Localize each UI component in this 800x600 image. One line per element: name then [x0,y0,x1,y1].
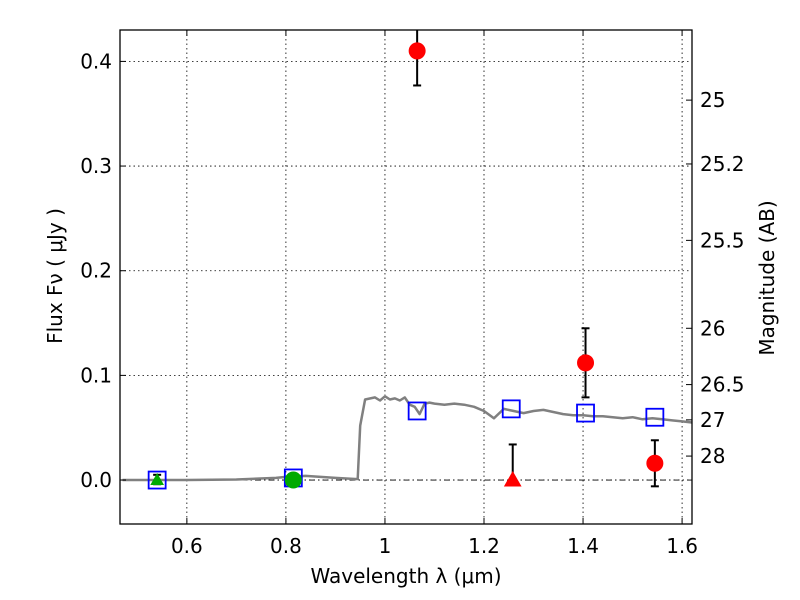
y-tick-label: 0.2 [80,259,112,283]
y-tick-label: 0.0 [80,468,112,492]
right-axis-title: Magnitude (AB) [755,200,779,355]
x-tick-label: 1.4 [567,534,599,558]
y-tick-label: 0.1 [80,363,112,387]
right-tick-label: 25.2 [700,152,745,176]
right-tick-label: 26 [700,316,725,340]
tick-labels: 0.6 0.8 1 1.2 1.4 1.6 0.0 0.1 0.2 0.3 0.4 25 25.2 25.… [80,49,744,558]
y-tick-label: 0.4 [80,49,112,73]
circle-marker [646,454,664,472]
triangle-marker [503,471,522,487]
ticks [120,30,692,524]
circle-marker [408,42,426,60]
square-marker [501,399,521,419]
x-tick-label: 1.2 [468,534,500,558]
triangle-marker [150,473,165,486]
plot-frame [119,29,693,525]
circle-marker [284,471,302,489]
square-marker [576,403,595,423]
x-tick-label: 1.6 [666,534,698,558]
square-marker [645,407,665,427]
right-tick-label: 28 [700,444,725,468]
grid [120,30,692,524]
right-tick-label: 25.5 [700,228,745,252]
y-tick-label: 0.3 [80,154,112,178]
x-tick-label: 0.6 [171,534,203,558]
x-tick-label: 1 [379,534,392,558]
right-tick-label: 25 [700,88,725,112]
x-axis-title: Wavelength λ (μm) [310,564,501,588]
markers [147,42,665,490]
model-sed [122,395,693,482]
right-tick-label: 27 [700,408,725,432]
right-tick-label: 26.5 [700,373,745,397]
circle-marker [577,354,595,372]
model-sed-line [122,395,693,482]
square-marker [147,470,167,490]
x-tick-label: 0.8 [270,534,302,558]
y-axis-title: Flux Fν ( μJy ) [43,208,67,344]
square-marker [407,401,427,421]
